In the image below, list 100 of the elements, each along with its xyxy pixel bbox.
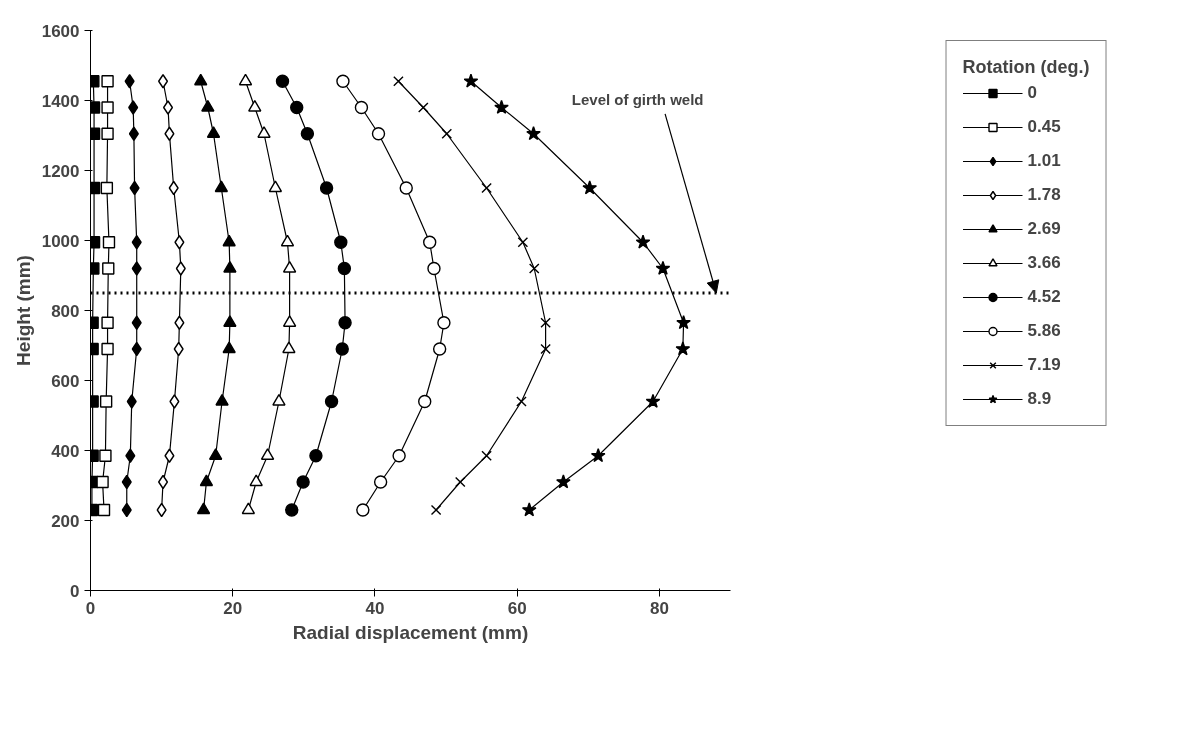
point [430,504,442,516]
point [131,261,142,276]
point [199,474,214,487]
point [174,315,185,330]
point [158,74,169,89]
point [319,181,334,195]
point [97,503,111,517]
point [309,449,323,463]
point [101,342,114,356]
point [371,127,386,141]
point [516,396,527,407]
y-tick-label: 0 [70,581,80,601]
point [526,126,541,141]
point [215,393,229,406]
point [99,449,112,462]
point [196,502,211,515]
y-tick-label: 800 [51,301,80,321]
y-tick-label: 200 [51,511,80,531]
point [282,341,296,354]
point [101,127,114,140]
point [540,317,551,329]
point [556,474,571,489]
point [463,73,479,88]
point [169,394,180,409]
point [454,476,466,488]
x-tick-label: 40 [365,598,385,618]
point [427,261,441,276]
point [128,126,139,141]
point [131,315,142,330]
point [214,180,229,193]
point [517,236,529,248]
point [285,503,299,517]
point [128,100,139,115]
point [392,449,406,463]
x-tick-label: 20 [223,598,243,618]
point [194,73,208,86]
y-tick-label: 1600 [41,21,80,41]
point [334,235,348,249]
point [335,342,349,356]
x-tick-label: 60 [507,598,527,618]
point [282,260,297,273]
legend-label: 1.01 [1027,151,1061,171]
point [418,102,429,113]
y-tick-label: 600 [51,371,80,391]
point [356,503,370,517]
point [238,73,253,86]
point [441,128,453,140]
point [223,315,237,327]
y-tick-label: 1400 [41,91,80,111]
point [300,127,315,141]
point [131,235,142,250]
point [260,448,275,460]
point [257,126,271,138]
point [90,181,101,195]
point [521,502,537,517]
point [126,394,137,409]
point [432,342,447,356]
point [164,448,175,463]
legend-label: 7.19 [1027,355,1061,375]
point [494,99,509,114]
y-tick-label: 1000 [41,231,80,251]
point [437,316,451,330]
point [635,234,651,249]
point [206,126,221,138]
point [174,235,185,250]
point [275,74,290,88]
point [102,236,116,249]
point [90,75,100,88]
legend-label: 1.78 [1027,185,1061,205]
point [248,99,262,112]
point [338,316,352,330]
x-tick-label: 80 [649,598,669,618]
point [393,75,404,87]
point [222,341,236,354]
point [676,315,691,330]
point [418,394,432,409]
point [528,263,540,274]
point [655,260,671,275]
point [399,181,413,195]
point [280,234,295,247]
legend-label: 5.86 [1027,321,1061,341]
point [101,101,114,114]
point [336,74,350,88]
legend-label: 8.9 [1027,389,1052,409]
point [324,394,339,409]
point [282,315,297,327]
point [222,234,236,247]
point [296,475,310,489]
point [241,502,256,515]
point [96,475,109,489]
point [481,450,492,462]
legend-label: 0.45 [1027,117,1061,137]
point [582,180,598,195]
y-tick-label: 1200 [41,161,80,181]
y-tick-label: 400 [51,441,80,461]
legend-label: 2.69 [1027,219,1061,239]
point [100,181,114,195]
point [272,393,286,406]
point [540,343,551,355]
point [373,475,388,489]
